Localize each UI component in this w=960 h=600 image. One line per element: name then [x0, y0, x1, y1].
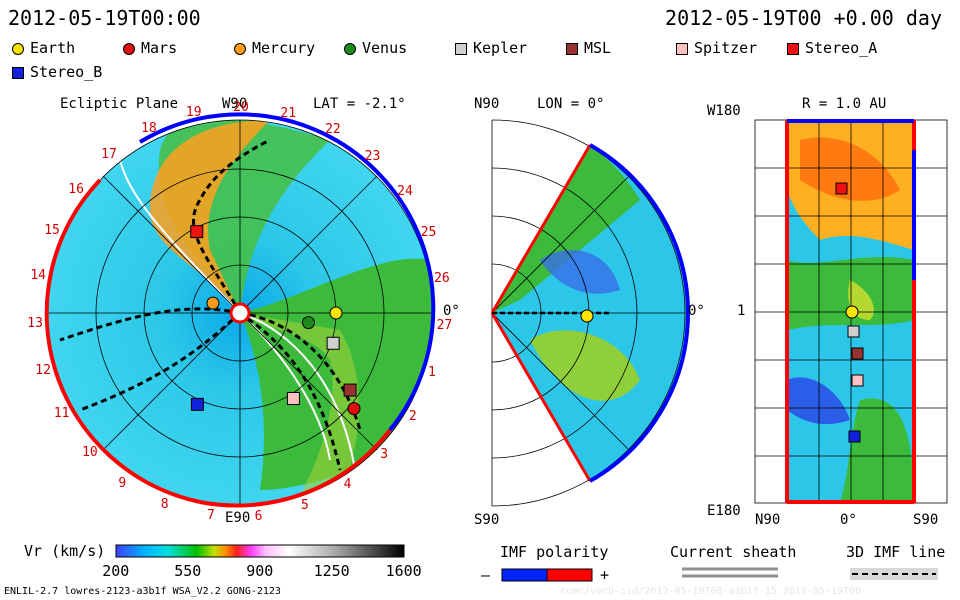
- sector-number: 14: [30, 268, 46, 284]
- legend-label-venus: Venus: [362, 39, 408, 57]
- meridional-lon-label: LON = 0°: [537, 96, 605, 112]
- legend-label-spitzer: Spitzer: [694, 39, 758, 57]
- ecliptic-bottom-label: E90: [225, 510, 251, 526]
- ecliptic-right-label: 0°: [443, 303, 460, 319]
- radial-x-right-label: S90: [913, 512, 939, 528]
- legend-label-earth: Earth: [30, 39, 76, 57]
- sector-number: 7: [207, 508, 215, 524]
- sector-number: 2: [408, 408, 417, 424]
- ecliptic-top-label: W90: [222, 96, 248, 112]
- sector-number: 5: [300, 498, 309, 514]
- sector-number: 23: [364, 148, 381, 164]
- imf-minus: –: [481, 566, 491, 584]
- sector-number: 6: [254, 508, 263, 524]
- legend-label-stereo_a: Stereo_A: [805, 39, 878, 57]
- ecliptic-panel: [44, 112, 436, 508]
- legend-marker-spitzer: [676, 43, 688, 55]
- header-time-right: 2012-05-19T00 +0.00 day: [665, 6, 942, 30]
- colorbar-tick: 900: [246, 562, 274, 580]
- object-mercury: [206, 296, 220, 310]
- imf-plus: +: [600, 566, 610, 584]
- sector-number: 13: [27, 315, 43, 331]
- sector-number: 3: [380, 446, 389, 462]
- legend-marker-kepler: [455, 43, 467, 55]
- meridional-right-label: 0°: [688, 303, 705, 319]
- colorbar-label: Vr (km/s): [24, 542, 106, 560]
- footer-watermark: ccmc/vecb-cid/2012-05-19T00-a3b1f-15 201…: [560, 586, 862, 597]
- sector-number: 15: [44, 222, 60, 238]
- ecliptic-title: Ecliptic Plane: [60, 96, 179, 112]
- colorbar-tick: 1250: [313, 562, 350, 580]
- radial-panel: [754, 119, 948, 504]
- legend-label-kepler: Kepler: [473, 39, 528, 57]
- meridional-bottom-label: S90: [474, 512, 500, 528]
- sector-number: 19: [185, 105, 202, 121]
- object-kepler: [326, 336, 340, 350]
- header-time-left: 2012-05-19T00:00: [8, 6, 201, 30]
- legend-marker-mars: [123, 43, 135, 55]
- object-mars: [347, 402, 361, 416]
- sector-number: 24: [397, 183, 413, 199]
- sector-number: 22: [325, 122, 341, 138]
- ecliptic-lat-label: LAT = -2.1°: [313, 96, 406, 112]
- sector-number: 8: [160, 497, 169, 513]
- legend-marker-venus: [344, 43, 356, 55]
- object-venus: [301, 316, 315, 330]
- meridional-top-label: N90: [474, 96, 500, 112]
- sector-number: 27: [436, 318, 453, 334]
- object-earth: [329, 306, 343, 320]
- legend-label-mercury: Mercury: [252, 39, 316, 57]
- radial-x-mid-label: 0°: [840, 512, 857, 528]
- object-stereo_a: [190, 225, 204, 239]
- radial-x-left-label: N90: [755, 512, 781, 528]
- legend-marker-mercury: [234, 43, 246, 55]
- legend-label-mars: Mars: [141, 39, 178, 57]
- colorbar-tick: 200: [102, 562, 130, 580]
- current-sheath-label: Current sheath: [670, 543, 797, 561]
- sector-number: 18: [141, 121, 157, 137]
- sector-number: 25: [420, 224, 437, 240]
- sector-number: 10: [82, 444, 98, 460]
- vr-colorbar: [115, 544, 405, 558]
- legend-marker-earth: [12, 43, 24, 55]
- colorbar-tick: 550: [174, 562, 202, 580]
- radial-top-left-label: W180: [707, 103, 741, 119]
- meridional-panel: [490, 119, 690, 507]
- radial-title: R = 1.0 AU: [802, 96, 887, 112]
- sector-number: 1: [428, 364, 436, 380]
- object-stereo_b: [190, 397, 204, 411]
- legend-marker-stereo_b: [12, 67, 24, 79]
- radial-bottom-left-label: E180: [707, 503, 741, 519]
- footer-model: ENLIL-2.7 lowres-2123-a3b1f WSA_V2.2 GON…: [4, 586, 281, 597]
- sector-number: 20: [233, 100, 249, 115]
- sector-number: 26: [434, 270, 450, 286]
- sector-number: 16: [68, 181, 84, 197]
- sector-number: 21: [280, 105, 297, 121]
- sector-number: 17: [101, 147, 117, 163]
- legend-marker-msl: [566, 43, 578, 55]
- sector-number: 11: [53, 406, 70, 422]
- colorbar-tick: 1600: [385, 562, 422, 580]
- imf-polarity-label: IMF polarity: [500, 543, 609, 561]
- legend-label-stereo_b: Stereo_B: [30, 63, 103, 81]
- sector-number: 9: [118, 475, 127, 491]
- legend-label-msl: MSL: [584, 39, 612, 57]
- sector-number: 4: [343, 476, 352, 492]
- object-msl: [343, 383, 357, 397]
- object-spitzer: [286, 391, 300, 405]
- legend-marker-stereo_a: [787, 43, 799, 55]
- imf-line-label: 3D IMF line: [846, 543, 946, 561]
- sector-number: 12: [35, 362, 51, 378]
- radial-mid-left-label: 1: [737, 303, 746, 319]
